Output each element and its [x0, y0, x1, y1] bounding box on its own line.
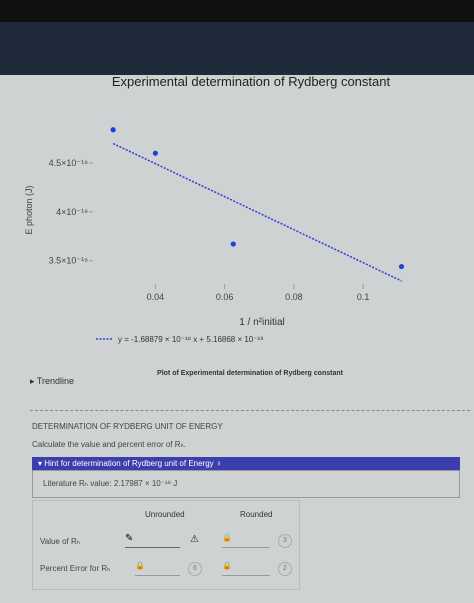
y-tick-label: 3.5×10⁻¹⁹ — [49, 256, 89, 266]
y-tick-label: 4×10⁻¹⁹ — [56, 207, 88, 217]
chart: Experimental determination of Rydberg co… — [24, 75, 405, 377]
answer-table — [32, 500, 300, 590]
row-label: Value of Rₕ — [40, 537, 80, 546]
separator — [30, 410, 470, 411]
x-tick-label: 0.08 — [285, 292, 303, 302]
hint-header[interactable]: ▾ Hint for determination of Rydberg unit… — [32, 457, 460, 470]
unrounded-input[interactable]: ✎ — [125, 533, 180, 548]
point — [110, 127, 116, 133]
header-bar — [0, 22, 474, 75]
rounded-input[interactable]: 🔒 — [222, 561, 270, 576]
section-heading: DETERMINATION OF RYDBERG UNIT OF ENERGY — [32, 422, 223, 431]
hint-body: Literature Rₕ value: 2.17987 × 10⁻¹⁸ J — [32, 470, 460, 498]
sigfig-badge: 3 — [278, 534, 292, 548]
x-axis-label: 1 / n²initial — [239, 317, 285, 328]
column-header: Rounded — [240, 510, 273, 519]
chart-caption: Plot of Experimental determination of Ry… — [157, 370, 344, 377]
warning-icon: ⚠ — [190, 534, 199, 545]
y-tick-label: 4.5×10⁻¹⁹ — [49, 158, 89, 168]
chart-title: Experimental determination of Rydberg co… — [112, 75, 391, 89]
trendline — [112, 142, 402, 282]
column-header: Unrounded — [145, 510, 185, 519]
point — [398, 263, 405, 270]
instruction: Calculate the value and percent error of… — [32, 440, 186, 449]
x-tick-label: 0.1 — [357, 292, 370, 302]
sigfig-badge: 2 — [278, 562, 292, 576]
x-tick-label: 0.04 — [147, 292, 165, 302]
trendline-toggle[interactable]: ▸ Trendline — [30, 376, 75, 386]
row-label: Percent Error for Rₕ — [40, 564, 111, 573]
rounded-input[interactable]: 🔒 — [222, 533, 270, 548]
sigfig-badge: 6 — [188, 562, 202, 576]
unrounded-input[interactable]: 🔒 — [135, 561, 180, 576]
point — [152, 150, 158, 156]
trendline-equation: y = -1.68879 × 10⁻¹⁸ x + 5.16868 × 10⁻¹⁹ — [118, 335, 264, 344]
x-tick-label: 0.06 — [216, 292, 234, 302]
point — [230, 241, 236, 247]
browser-bar — [0, 0, 474, 22]
y-axis-label: E photon (J) — [24, 185, 34, 234]
